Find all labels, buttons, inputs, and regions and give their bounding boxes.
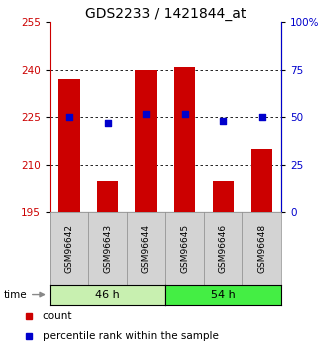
Text: percentile rank within the sample: percentile rank within the sample — [42, 331, 218, 341]
Bar — [135, 70, 157, 212]
Title: GDS2233 / 1421844_at: GDS2233 / 1421844_at — [85, 7, 246, 21]
Point — [143, 111, 149, 116]
Point — [221, 118, 226, 124]
Bar — [213, 180, 234, 212]
Point — [105, 120, 110, 126]
Text: GSM96646: GSM96646 — [219, 224, 228, 273]
Point — [259, 115, 264, 120]
Text: GSM96642: GSM96642 — [65, 224, 74, 273]
Text: count: count — [42, 312, 72, 322]
Text: GSM96645: GSM96645 — [180, 224, 189, 273]
Bar — [58, 79, 80, 212]
Point — [182, 111, 187, 116]
Text: time: time — [4, 289, 28, 299]
Bar — [174, 67, 195, 212]
Bar — [251, 149, 272, 212]
Text: GSM96643: GSM96643 — [103, 224, 112, 273]
Bar — [97, 180, 118, 212]
Text: 46 h: 46 h — [95, 290, 120, 300]
Text: GSM96644: GSM96644 — [142, 224, 151, 273]
Point — [66, 115, 72, 120]
Text: GSM96648: GSM96648 — [257, 224, 266, 273]
Text: 54 h: 54 h — [211, 290, 236, 300]
